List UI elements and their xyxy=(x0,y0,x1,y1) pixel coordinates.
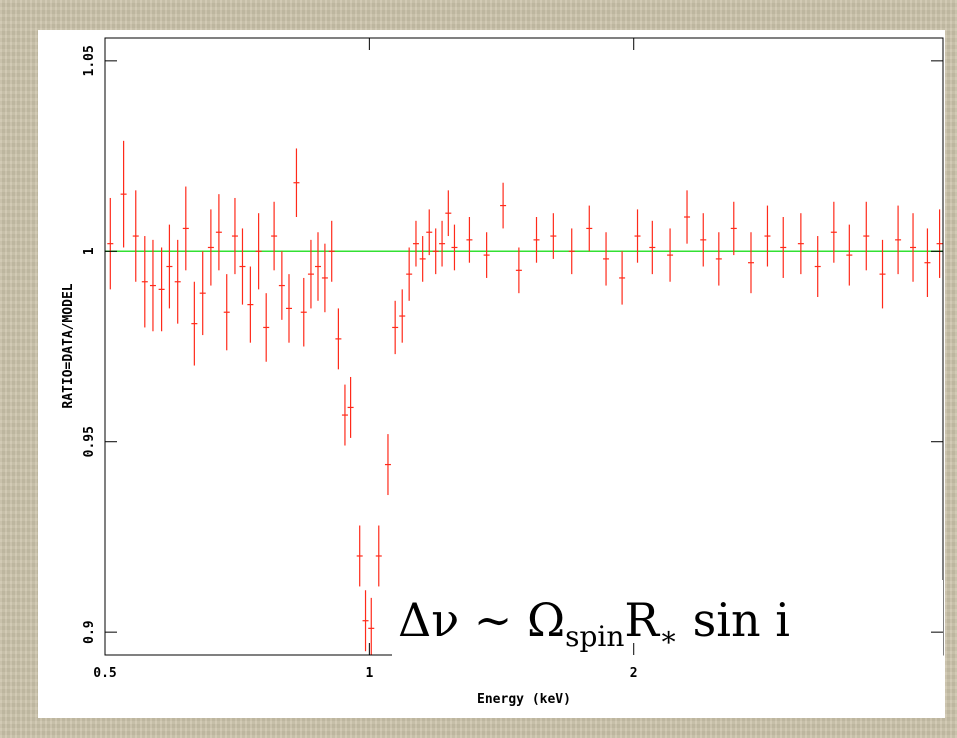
annotation-part: spin xyxy=(565,620,624,653)
error-point xyxy=(830,201,837,263)
error-point xyxy=(649,220,656,275)
error-point xyxy=(568,228,575,275)
error-point xyxy=(328,220,335,282)
error-point xyxy=(451,224,458,271)
error-point xyxy=(863,201,870,271)
error-point xyxy=(321,243,328,313)
error-point xyxy=(293,148,300,218)
error-point xyxy=(120,140,127,248)
y-tick-label: 1.05 xyxy=(82,45,97,76)
error-point xyxy=(231,197,238,275)
y-tick-label: 0.9 xyxy=(82,620,97,643)
error-point xyxy=(667,228,674,282)
annotation: Δν ∼ ΩspinR∗ sin i xyxy=(398,593,790,653)
error-point xyxy=(603,232,610,286)
error-point xyxy=(483,232,490,278)
error-point xyxy=(533,217,540,263)
error-point xyxy=(764,205,771,267)
error-point xyxy=(419,236,426,282)
error-point xyxy=(314,232,321,301)
error-point xyxy=(619,251,626,305)
error-point xyxy=(356,525,363,587)
error-point xyxy=(375,525,382,587)
error-point xyxy=(730,201,737,256)
y-tick-label: 1 xyxy=(82,247,97,255)
error-point xyxy=(207,209,214,286)
error-point xyxy=(141,236,148,328)
error-point xyxy=(715,232,722,286)
error-point xyxy=(255,213,262,290)
y-axis-label: RATIO=DATA/MODEL xyxy=(61,283,76,408)
error-point xyxy=(335,308,342,370)
error-point xyxy=(700,213,707,267)
error-point xyxy=(500,182,507,229)
x-tick-label: 2 xyxy=(630,666,638,681)
error-point xyxy=(879,239,886,309)
error-point xyxy=(263,293,270,362)
error-point xyxy=(215,194,222,271)
error-point xyxy=(924,228,931,297)
error-point xyxy=(515,247,522,294)
error-point xyxy=(747,232,754,294)
error-point xyxy=(550,213,557,259)
y-tick-label: 0.95 xyxy=(82,426,97,457)
error-point xyxy=(347,376,354,438)
error-point xyxy=(780,217,787,278)
error-point xyxy=(412,220,419,267)
error-point xyxy=(426,209,433,256)
error-point xyxy=(300,277,307,347)
error-point xyxy=(439,220,446,267)
x-tick-label: 1 xyxy=(365,666,373,681)
error-point xyxy=(634,209,641,263)
error-point xyxy=(166,224,173,309)
error-point xyxy=(191,281,198,366)
error-point xyxy=(406,247,413,301)
error-point xyxy=(936,209,943,278)
error-point xyxy=(271,201,278,271)
x-tick-label: 0.5 xyxy=(93,666,116,681)
error-point xyxy=(223,274,230,351)
error-point xyxy=(285,274,292,343)
annotation-part: R xyxy=(624,593,660,647)
plot-area xyxy=(105,140,943,655)
error-point xyxy=(384,434,391,496)
annotation-part: Δν ∼ Ω xyxy=(398,593,565,647)
error-point xyxy=(278,251,285,320)
error-point xyxy=(149,239,156,332)
error-point xyxy=(586,205,593,252)
error-point xyxy=(341,384,348,446)
error-point xyxy=(814,236,821,297)
error-point xyxy=(466,217,473,263)
error-point xyxy=(362,590,369,652)
error-point xyxy=(684,190,691,244)
error-point xyxy=(174,239,181,324)
error-point xyxy=(399,289,406,343)
annotation-box xyxy=(392,580,943,658)
error-point xyxy=(797,213,804,275)
x-axis-label: Energy (keV) xyxy=(477,692,571,707)
error-point xyxy=(182,186,189,271)
error-point xyxy=(368,597,375,655)
error-point xyxy=(846,224,853,286)
error-point xyxy=(895,205,902,275)
error-point xyxy=(392,300,399,355)
annotation-part: ∗ xyxy=(659,620,678,653)
error-point xyxy=(132,190,139,282)
error-point xyxy=(247,266,254,343)
error-point xyxy=(199,251,206,336)
annotation-part: sin i xyxy=(678,593,790,647)
error-point xyxy=(107,197,114,290)
error-point xyxy=(432,228,439,275)
error-point xyxy=(239,228,246,305)
error-point xyxy=(158,247,165,332)
error-point xyxy=(910,213,917,282)
error-point xyxy=(307,239,314,309)
error-point xyxy=(445,190,452,237)
